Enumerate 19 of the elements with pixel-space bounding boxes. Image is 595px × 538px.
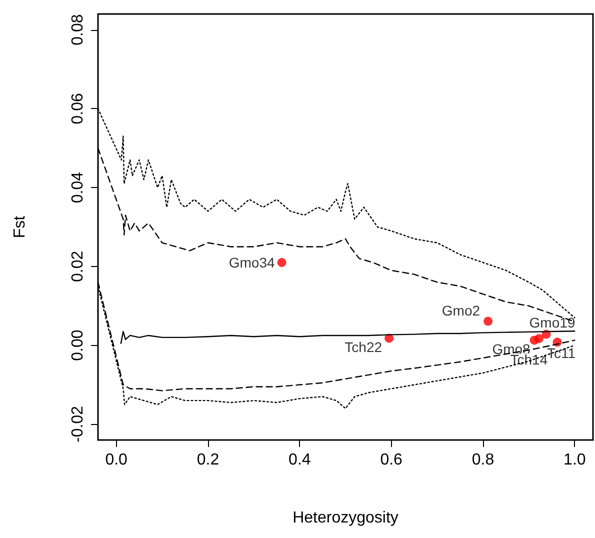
x-tick-label: 0.0 [105,452,128,468]
data-label: Gmo19 [529,314,576,330]
y-tick-label: -0.02 [70,406,86,442]
data-label: Tch22 [344,339,382,356]
y-tick-label: 0.08 [70,14,86,46]
x-tick-label: 0.4 [288,452,311,468]
x-axis-title: Heterozygosity [292,510,398,526]
data-label: Tc11 [546,345,576,362]
y-tick-label: 0.04 [70,172,86,204]
x-tick-label: 1.0 [564,452,586,468]
y-tick-label: 0.06 [70,92,86,124]
x-tick-label: 0.2 [196,452,220,468]
data-label: Gmo34 [228,254,275,270]
y-tick-label: 0.02 [70,250,86,282]
data-label: Gmo2 [442,302,480,318]
x-tick-label: 0.6 [380,452,403,468]
y-axis-title: Fst [12,215,28,238]
y-tick-label: 0.00 [70,330,86,361]
x-tick-label: 0.8 [472,452,494,468]
